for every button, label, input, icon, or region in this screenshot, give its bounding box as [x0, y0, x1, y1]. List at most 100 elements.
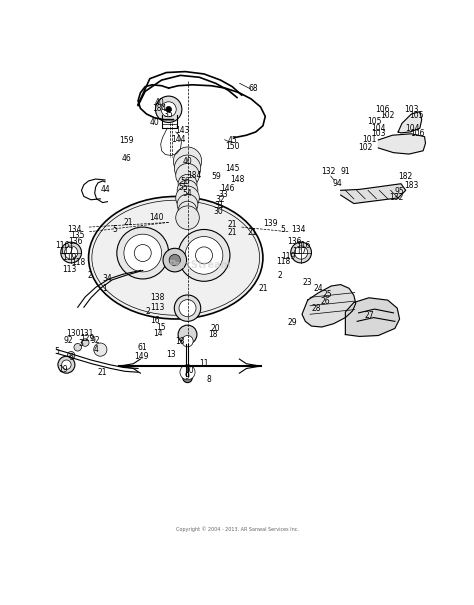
- Circle shape: [182, 336, 193, 347]
- Text: 21: 21: [228, 228, 237, 237]
- Text: 102: 102: [381, 111, 395, 120]
- Text: 21: 21: [124, 218, 133, 227]
- Circle shape: [169, 255, 181, 266]
- Text: 103: 103: [404, 105, 419, 114]
- Text: 113: 113: [63, 265, 77, 274]
- Text: 40: 40: [182, 157, 192, 166]
- Text: 45: 45: [228, 136, 237, 145]
- Circle shape: [176, 186, 199, 210]
- Circle shape: [82, 339, 89, 346]
- Text: 148: 148: [230, 175, 244, 185]
- Text: 102: 102: [358, 143, 373, 152]
- Text: 2: 2: [88, 270, 92, 280]
- Text: 14: 14: [153, 329, 163, 338]
- Text: 92: 92: [91, 336, 100, 345]
- Circle shape: [161, 102, 176, 117]
- Text: Copyright © 2004 - 2013. AR Sanwal Services Inc.: Copyright © 2004 - 2013. AR Sanwal Servi…: [175, 527, 299, 532]
- Text: 138: 138: [150, 293, 164, 302]
- Text: 130: 130: [66, 329, 80, 338]
- Text: 150: 150: [225, 143, 239, 151]
- Text: 184: 184: [187, 171, 202, 180]
- Text: 26: 26: [321, 296, 330, 306]
- Ellipse shape: [89, 197, 263, 319]
- Text: 21: 21: [247, 228, 257, 237]
- Text: 116: 116: [55, 241, 70, 250]
- Text: 34: 34: [102, 275, 112, 283]
- Text: 104: 104: [405, 123, 419, 132]
- Text: 25: 25: [323, 290, 332, 299]
- Text: 2: 2: [145, 307, 150, 316]
- Circle shape: [174, 295, 201, 321]
- Text: 106: 106: [375, 105, 389, 114]
- Text: 149: 149: [135, 352, 149, 361]
- Text: 33: 33: [218, 189, 228, 198]
- Text: 24: 24: [313, 284, 323, 293]
- Text: 11: 11: [199, 359, 209, 368]
- Text: 136: 136: [287, 237, 302, 246]
- Circle shape: [183, 373, 192, 382]
- Text: 10: 10: [184, 366, 194, 375]
- Text: 118: 118: [276, 257, 290, 266]
- Text: 92: 92: [64, 336, 73, 345]
- Text: 132: 132: [322, 167, 336, 176]
- Circle shape: [196, 247, 212, 264]
- Text: 117: 117: [292, 247, 306, 256]
- Text: 61: 61: [138, 343, 147, 352]
- Circle shape: [177, 194, 198, 215]
- Text: PartStream: PartStream: [168, 260, 231, 270]
- Text: 28: 28: [311, 304, 321, 313]
- Text: 19: 19: [58, 365, 67, 374]
- Text: 1: 1: [103, 284, 108, 293]
- Circle shape: [176, 206, 199, 229]
- Circle shape: [124, 234, 162, 272]
- Text: 6: 6: [69, 353, 73, 362]
- Text: 8: 8: [206, 375, 211, 384]
- Text: 16: 16: [150, 316, 159, 325]
- Circle shape: [163, 248, 187, 272]
- Text: 15: 15: [156, 322, 165, 332]
- Text: 3: 3: [78, 339, 83, 348]
- Circle shape: [134, 244, 151, 261]
- Text: 91: 91: [340, 167, 350, 176]
- Text: 2: 2: [278, 270, 283, 280]
- Text: 94: 94: [332, 179, 342, 188]
- Text: 40: 40: [150, 117, 159, 126]
- Text: 27: 27: [364, 311, 374, 319]
- Text: 144: 144: [171, 136, 185, 145]
- Text: 129: 129: [80, 335, 94, 343]
- Text: 5: 5: [112, 225, 117, 234]
- Circle shape: [178, 229, 230, 281]
- Text: 101: 101: [362, 136, 376, 145]
- Text: 134: 134: [291, 225, 306, 234]
- Text: 5: 5: [55, 347, 59, 356]
- Circle shape: [174, 155, 201, 182]
- Text: 18: 18: [175, 336, 184, 345]
- Text: 4: 4: [93, 345, 98, 354]
- Circle shape: [64, 246, 78, 259]
- Text: 18: 18: [209, 330, 218, 339]
- Text: 183: 183: [404, 181, 419, 190]
- Circle shape: [178, 325, 197, 344]
- Polygon shape: [346, 298, 400, 336]
- Circle shape: [173, 147, 201, 175]
- Text: 159: 159: [119, 136, 134, 145]
- Text: 119: 119: [63, 253, 77, 262]
- Text: 21: 21: [228, 220, 237, 229]
- Text: 105: 105: [409, 111, 423, 120]
- Text: 131: 131: [79, 329, 93, 338]
- Circle shape: [291, 242, 311, 263]
- Text: 23: 23: [303, 278, 312, 287]
- Text: 135: 135: [71, 231, 85, 240]
- Circle shape: [185, 237, 223, 274]
- Text: 31: 31: [214, 201, 224, 210]
- Polygon shape: [378, 134, 426, 154]
- Circle shape: [61, 242, 82, 263]
- Circle shape: [58, 356, 75, 373]
- Text: 9: 9: [184, 372, 189, 381]
- Text: 21: 21: [258, 284, 268, 293]
- Text: 116: 116: [296, 241, 310, 250]
- Text: 13: 13: [166, 350, 176, 359]
- Text: 95: 95: [395, 188, 404, 196]
- Text: 55: 55: [178, 183, 188, 192]
- Polygon shape: [398, 112, 422, 133]
